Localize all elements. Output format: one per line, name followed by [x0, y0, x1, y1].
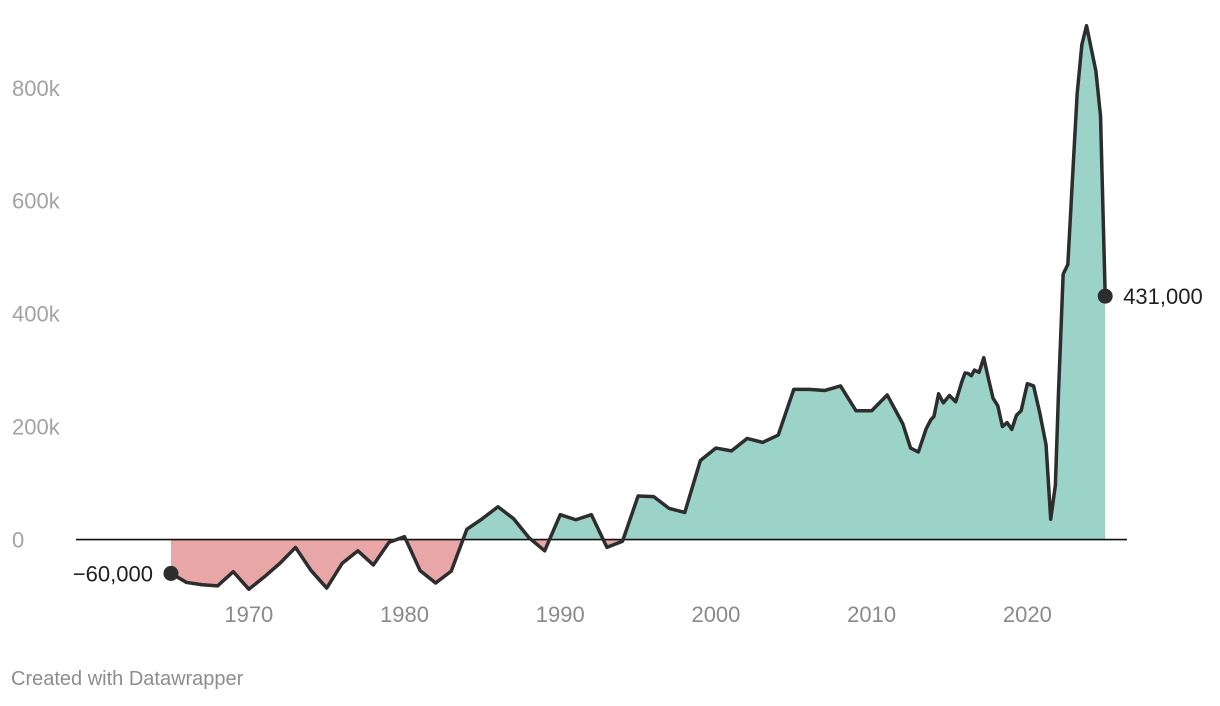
negative-area	[170, 539, 397, 590]
y-tick-label: 0	[12, 528, 24, 553]
end-markers: −60,000 431,000	[73, 284, 1203, 586]
x-axis: 1970 1980 1990 2000 2010 2020	[224, 602, 1051, 627]
y-tick-label: 800k	[12, 76, 61, 101]
x-tick-label: 1970	[224, 602, 273, 627]
positive-area	[549, 514, 604, 540]
start-point-marker	[163, 565, 179, 581]
start-value-label: −60,000	[73, 561, 153, 586]
positive-area	[623, 25, 1106, 540]
area-layer	[170, 25, 1106, 590]
credit-text: Created with Datawrapper	[11, 668, 244, 690]
y-tick-label: 600k	[12, 189, 61, 214]
x-tick-label: 2010	[847, 602, 896, 627]
y-axis: 0 200k 400k 600k 800k	[12, 76, 61, 553]
y-tick-label: 200k	[12, 415, 61, 440]
x-tick-label: 2020	[1003, 602, 1052, 627]
end-point-marker	[1097, 288, 1113, 304]
end-value-label: 431,000	[1123, 284, 1203, 309]
series-line	[169, 23, 1107, 591]
x-tick-label: 1980	[380, 602, 429, 627]
series-line-layer	[169, 23, 1107, 591]
y-tick-label: 400k	[12, 302, 61, 327]
x-tick-label: 2000	[691, 602, 740, 627]
positive-area	[463, 506, 532, 540]
area-chart: 0 200k 400k 600k 800k 1970 1980 1990 2000 2010 20…	[12, 23, 1203, 627]
x-tick-label: 1990	[536, 602, 585, 627]
